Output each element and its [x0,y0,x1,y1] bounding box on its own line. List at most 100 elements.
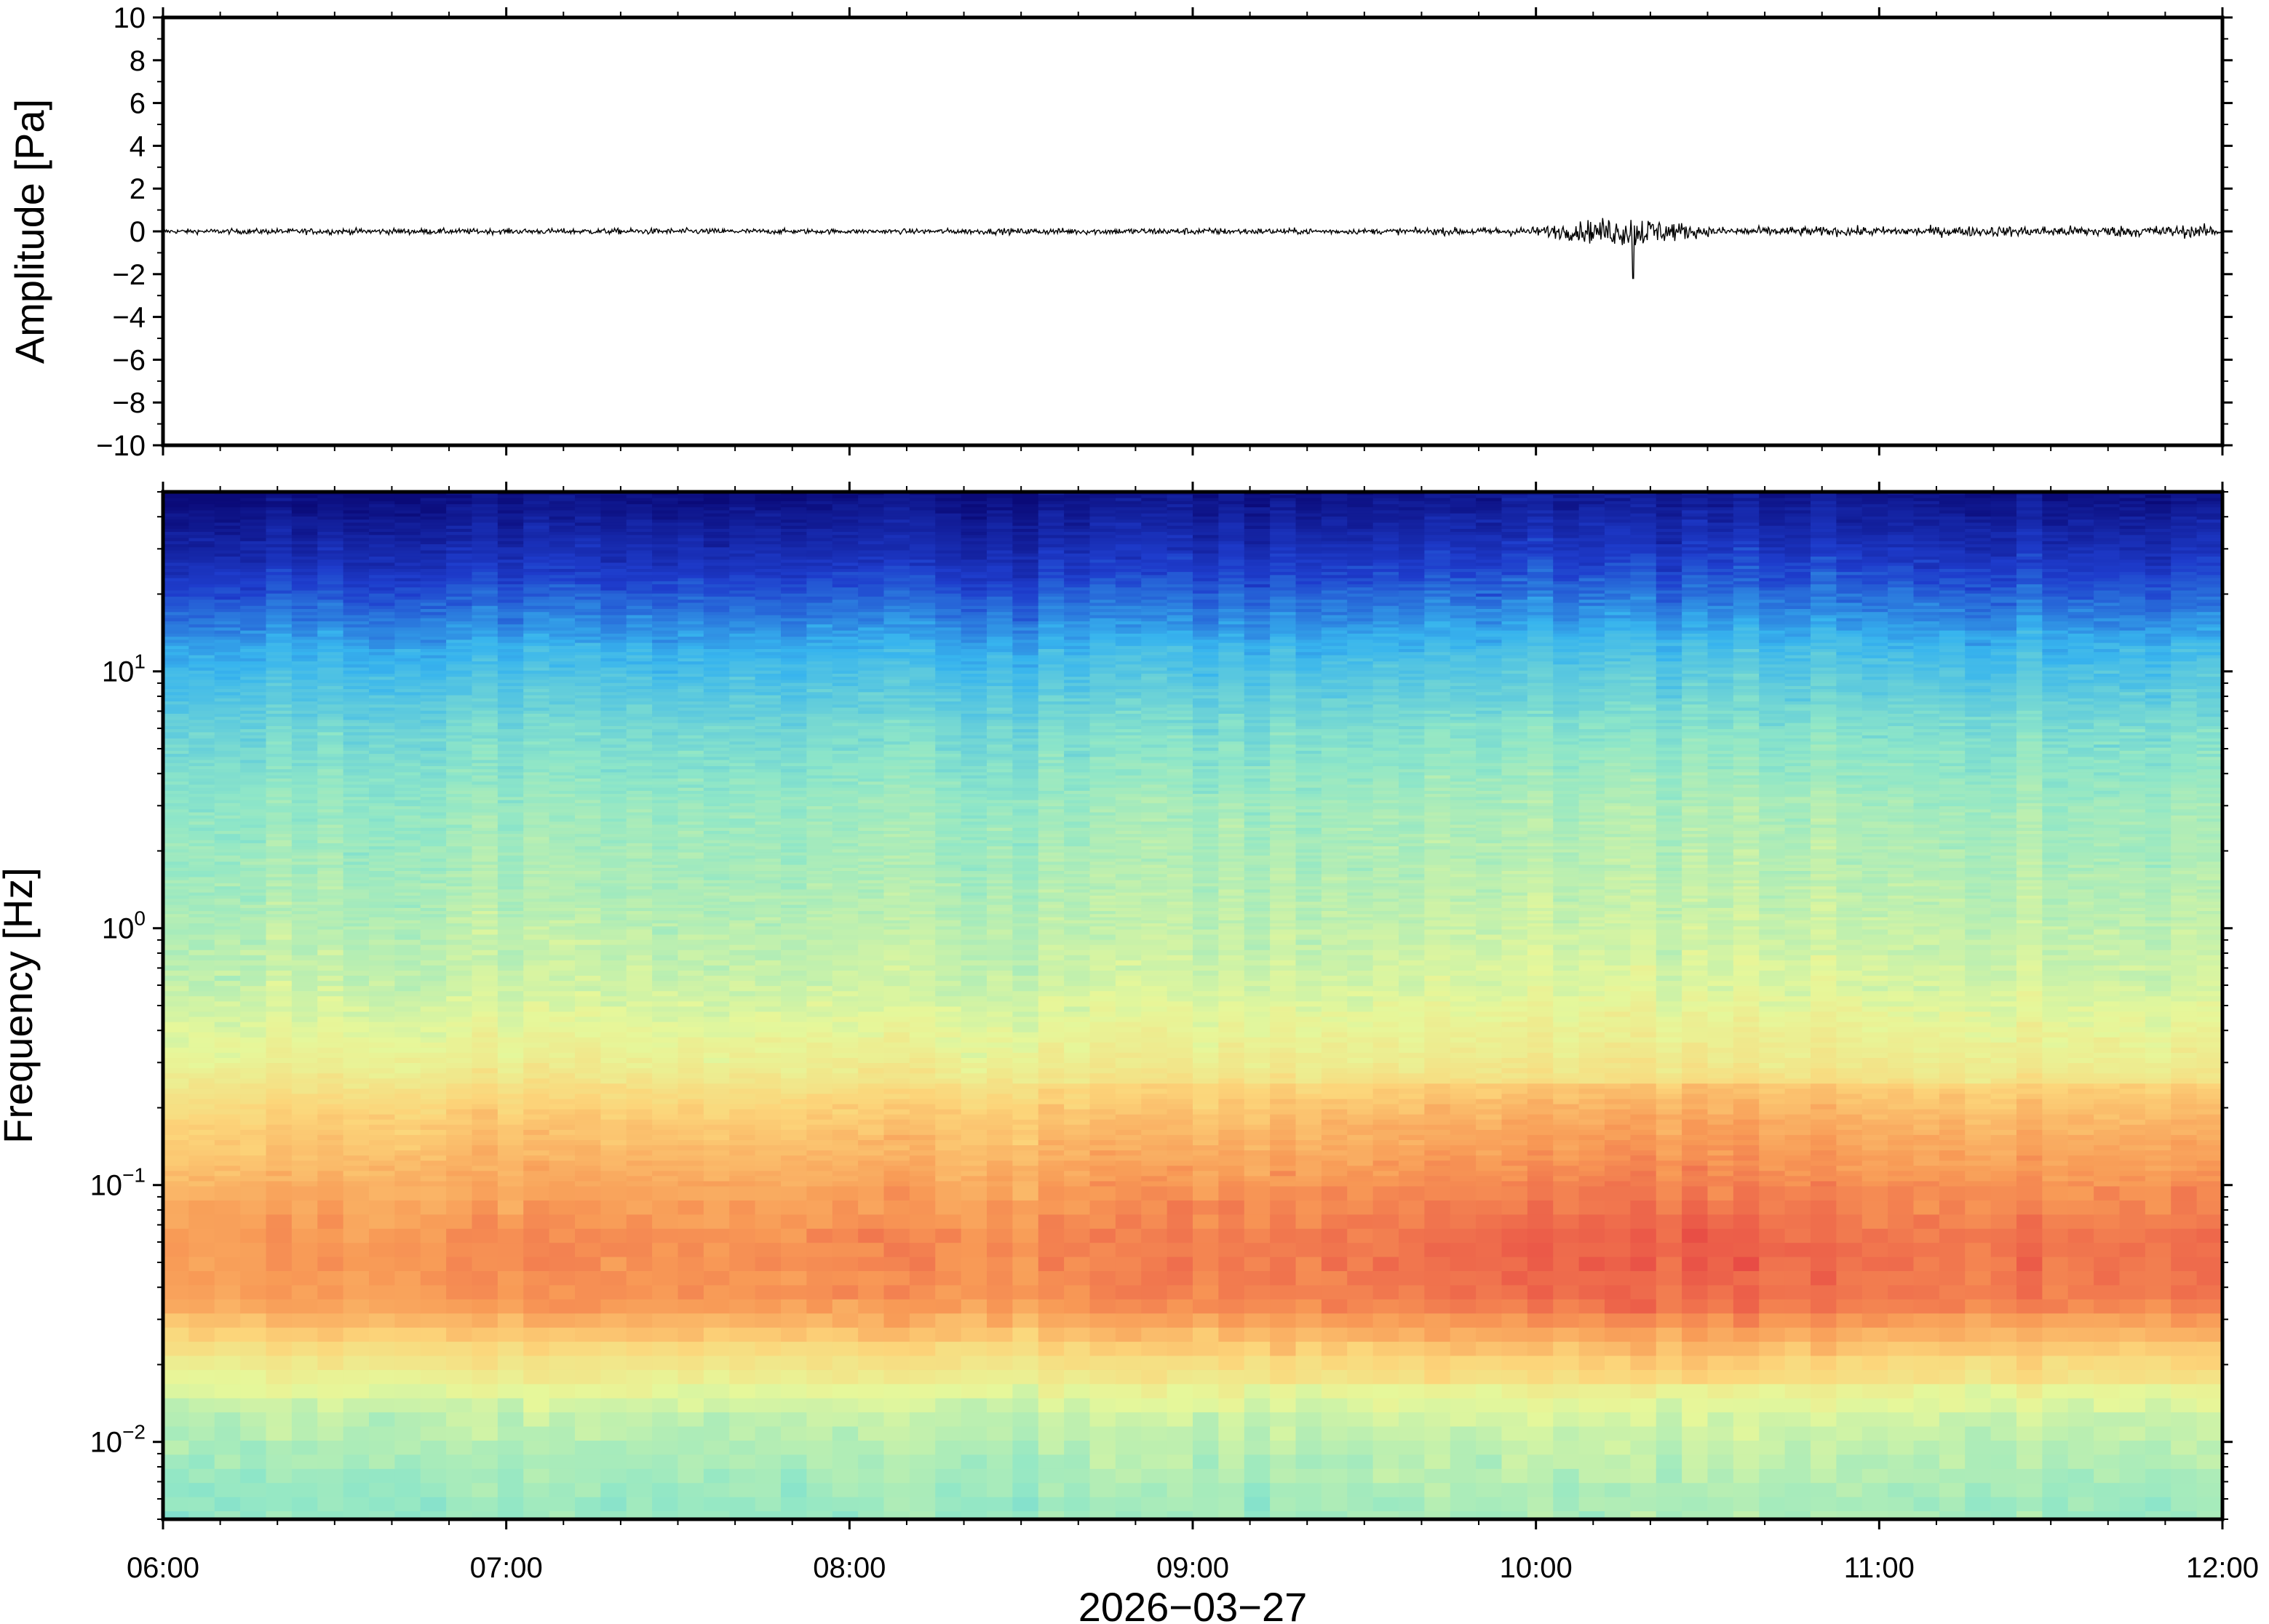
spectrogram-cell [163,1214,189,1230]
spectrogram-cell [729,809,756,813]
spectrogram-cell [446,895,473,899]
spectrogram-cell [600,1063,627,1069]
spectrogram-cell [575,852,601,856]
spectrogram-cell [600,720,627,724]
spectrogram-cell [575,1356,601,1371]
spectrogram-cell [549,1068,576,1074]
spectrogram-cell [240,612,267,616]
spectrogram-cell [266,784,293,789]
spectrogram-cell [291,970,318,976]
spectrogram-cell [343,645,370,650]
spectrogram-cell [446,812,473,816]
spectrogram-cell [523,800,550,804]
spectrogram-cell [549,615,576,619]
spectrogram-cell [549,750,576,755]
spectrogram-cell [523,600,550,604]
spectrogram-cell [369,775,395,779]
spectrogram-cell [240,627,267,632]
spectrogram-cell [626,1078,653,1084]
spectrogram-cell [240,1181,267,1187]
spectrogram-cell [497,939,524,946]
spectrogram-cell [420,621,447,625]
spectrogram-cell [626,901,653,906]
spectrogram-cell [266,970,293,976]
spectrogram-cell [188,1299,215,1314]
spectrogram-cell [240,633,267,637]
spectrogram-cell [420,1114,447,1121]
spectrogram-cell [626,871,653,875]
spectrogram-cell [394,766,421,770]
spectrogram-cell [188,621,215,625]
spectrogram-cell [497,640,524,644]
spectrogram-cell [446,1042,473,1048]
spectrogram-cell [446,929,473,936]
spectrogram-cell [240,843,267,847]
spectrogram-cell [394,911,421,915]
spectrogram-cell [266,955,293,961]
spectrogram-cell [652,550,679,554]
spectrogram-cell [266,1006,293,1013]
spectrogram-cell [214,1257,241,1272]
spectrogram-cell [600,760,627,764]
spectrogram-cell [214,1083,241,1089]
spectrogram-cell [729,535,756,539]
spectrogram-cell [291,590,318,594]
spectrogram-cell [317,772,344,776]
spectrogram-cell [394,944,421,951]
spectrogram-cell [343,572,370,576]
spectrogram-cell [163,602,189,607]
spectrogram-cell [652,732,679,736]
spectrogram-cell [523,1119,550,1126]
spectrogram-cell [291,877,318,881]
spectrogram-cell [677,784,704,789]
spectrogram-cell [266,877,293,881]
spectrogram-cell [163,522,189,527]
spectrogram-cell [317,1257,344,1272]
spectrogram-cell [369,655,395,659]
spectrogram-cell [214,986,241,992]
spectrogram-cell [394,923,421,927]
spectrogram-cell [291,1099,318,1105]
spectrogram-cell [394,698,421,702]
spectrogram-cell [266,685,293,690]
spectrogram-cell [317,1150,344,1156]
spectrogram-cell [626,744,653,749]
spectrogram-cell [291,741,318,745]
spectrogram-cell [291,667,318,672]
spectrogram-cell [240,645,267,650]
spectrogram-cell [729,495,756,499]
spectrogram-cell [291,532,318,536]
spectrogram-cell [677,901,704,906]
spectrogram-cell [163,939,189,946]
spectrogram-cell [369,1228,395,1243]
spectrogram-cell [343,1145,370,1151]
spectrogram-cell [266,852,293,856]
spectrogram-cell [343,735,370,739]
spectrogram-cell [266,587,293,592]
spectrogram-cell [291,934,318,941]
spectrogram-cell [163,547,189,552]
spectrogram-cell [626,911,653,915]
spectrogram-cell [188,757,215,761]
spectrogram-cell [677,955,704,961]
spectrogram-cell [369,627,395,632]
spectrogram-cell [420,926,447,931]
spectrogram-cell [497,535,524,539]
spectrogram-cell [420,1271,447,1286]
spectrogram-cell [472,695,498,699]
spectrogram-cell [497,981,524,987]
spectrogram-cell [214,911,241,915]
spectrogram-cell [214,707,241,712]
spectrogram-cell [600,1440,627,1455]
spectrogram-cell [523,532,550,536]
spectrogram-cell [600,892,627,896]
spectrogram-cell [266,806,293,810]
spectrogram-cell [369,590,395,594]
spectrogram-cell [729,608,756,613]
spectrogram-cell [626,605,653,610]
spectrogram-cell [394,1468,421,1484]
spectrogram-cell [446,750,473,755]
spectrogram-cell [317,1129,344,1136]
spectrogram-cell [317,1083,344,1089]
spectrogram-cell [369,670,395,674]
